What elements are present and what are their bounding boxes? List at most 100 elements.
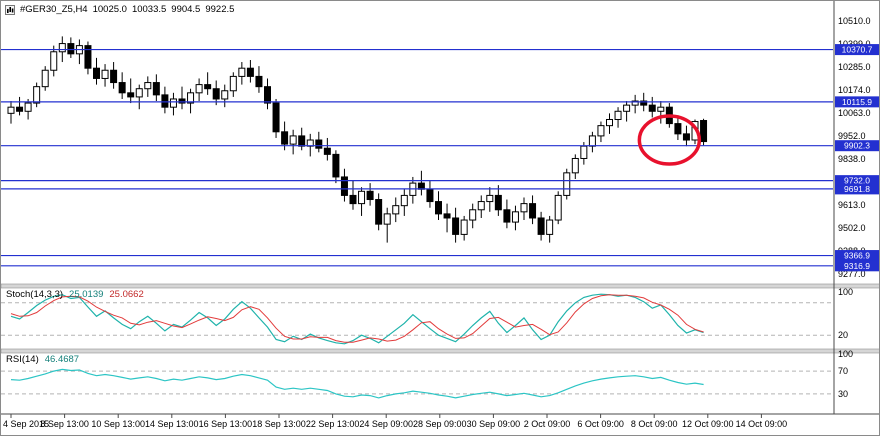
time-axis-label: 14 Oct 09:00 [736, 419, 788, 429]
candle-body [315, 139, 323, 149]
time-axis-label: 2 Oct 09:00 [524, 419, 571, 429]
candle-body [118, 82, 126, 94]
price-badge-label: 10115.9 [842, 97, 872, 107]
stoch-name: Stoch(14,3,3) [6, 289, 64, 300]
candle-body [554, 194, 562, 221]
rsi-value: 46.4687 [44, 354, 80, 365]
candle-body [24, 102, 32, 112]
candle-body [127, 92, 135, 98]
candle-body [229, 75, 237, 92]
candle-body [152, 82, 160, 96]
chart-close-value: 9922.5 [205, 4, 235, 15]
candle-body [486, 194, 494, 203]
stoch-axis-label: 20 [838, 330, 848, 340]
candle-body [161, 94, 169, 108]
y-axis-label: 10063.0 [838, 108, 871, 118]
candle-body [289, 135, 297, 145]
candle-body [33, 86, 41, 104]
chart-icon [5, 4, 15, 15]
candle-body [178, 98, 186, 104]
candle-body [375, 199, 383, 225]
time-axis-label: 24 Sep 09:00 [359, 419, 413, 429]
candle-body [443, 213, 451, 219]
price-badge-label: 9732.0 [844, 176, 870, 186]
candle-body [58, 43, 66, 53]
candle-body [67, 43, 75, 55]
candle-body [400, 194, 408, 207]
candle-body [614, 110, 622, 120]
y-axis-label: 9613.0 [838, 200, 866, 210]
y-axis-label: 10399.0 [838, 39, 871, 49]
price-badge [835, 250, 879, 262]
candle-body [323, 147, 331, 155]
panel-separator[interactable] [1, 283, 880, 289]
candle-body [238, 67, 246, 77]
candle-body [212, 88, 220, 100]
candle-body [349, 194, 357, 205]
candle-body [332, 153, 340, 178]
candle-body [511, 211, 519, 223]
y-axis-label: 10285.0 [838, 62, 871, 72]
y-axis-label: 9838.0 [838, 154, 866, 164]
candle-body [298, 135, 306, 147]
stoch-signal-line [10, 294, 704, 343]
candle-body [50, 51, 58, 71]
price-badge-label: 9366.9 [844, 251, 870, 261]
candle-body [169, 98, 177, 108]
candle-body [520, 203, 528, 213]
candle-body [494, 194, 502, 211]
time-axis-label: 28 Sep 09:00 [413, 419, 467, 429]
time-axis-label: 10 Sep 13:00 [91, 419, 145, 429]
time-axis-label: 22 Sep 13:00 [306, 419, 360, 429]
rsi-axis-label: 30 [838, 389, 848, 399]
price-badge [835, 140, 879, 152]
stoch-main-value: 25.0139 [69, 289, 104, 300]
stoch-signal-value: 25.0662 [109, 289, 144, 300]
price-badge [835, 260, 879, 272]
candle-body [135, 88, 143, 98]
chart-title: #GER30_Z5,H4 10025.0 10033.5 9904.5 9922… [5, 4, 234, 15]
candle-body [452, 217, 460, 235]
y-axis-label: 10174.0 [838, 85, 871, 95]
candle-body [657, 106, 665, 112]
candle-body [477, 201, 485, 211]
candle-body [281, 131, 289, 145]
candle-body [340, 176, 348, 196]
chart-high-value: 10033.5 [131, 4, 167, 15]
candle-body [264, 86, 271, 104]
candle-body [144, 82, 152, 90]
candle-body [41, 69, 49, 88]
price-badge [835, 183, 879, 195]
annotation-circle[interactable] [637, 114, 702, 166]
rsi-indicator-label: RSI(14) 46.4687 [6, 354, 79, 365]
candle-body [640, 100, 648, 106]
candle-body [571, 157, 579, 174]
time-axis-label: 8 Oct 09:00 [631, 419, 678, 429]
time-axis-label: 6 Oct 09:00 [577, 419, 624, 429]
candle-body [674, 123, 682, 135]
rsi-line [10, 368, 704, 399]
time-axis-label: 16 Sep 13:00 [199, 419, 253, 429]
price-badge-label: 10370.7 [842, 45, 873, 55]
candle-body [537, 217, 545, 235]
candle-body [16, 106, 24, 112]
candle-body [460, 219, 468, 235]
price-badge-label: 9316.9 [844, 261, 870, 271]
time-axis-label: 8 Sep 13:00 [40, 419, 89, 429]
candle-body [580, 145, 588, 159]
price-badge-label: 9902.3 [844, 141, 870, 151]
candle-body [588, 135, 596, 147]
candle-body [358, 190, 366, 205]
candle-body [110, 69, 118, 84]
candle-body [187, 92, 195, 104]
candle-body [272, 102, 280, 133]
price-badge [835, 175, 879, 187]
chart-symbol-timeframe: #GER30_Z5,H4 [20, 4, 88, 15]
candle-body [563, 172, 571, 196]
candle-body [101, 69, 109, 79]
chart-low-value: 9904.5 [171, 4, 201, 15]
panel-separator[interactable] [1, 348, 880, 354]
candle-body [383, 213, 391, 225]
stoch-indicator-label: Stoch(14,3,3) 25.0139 25.0662 [6, 289, 144, 300]
